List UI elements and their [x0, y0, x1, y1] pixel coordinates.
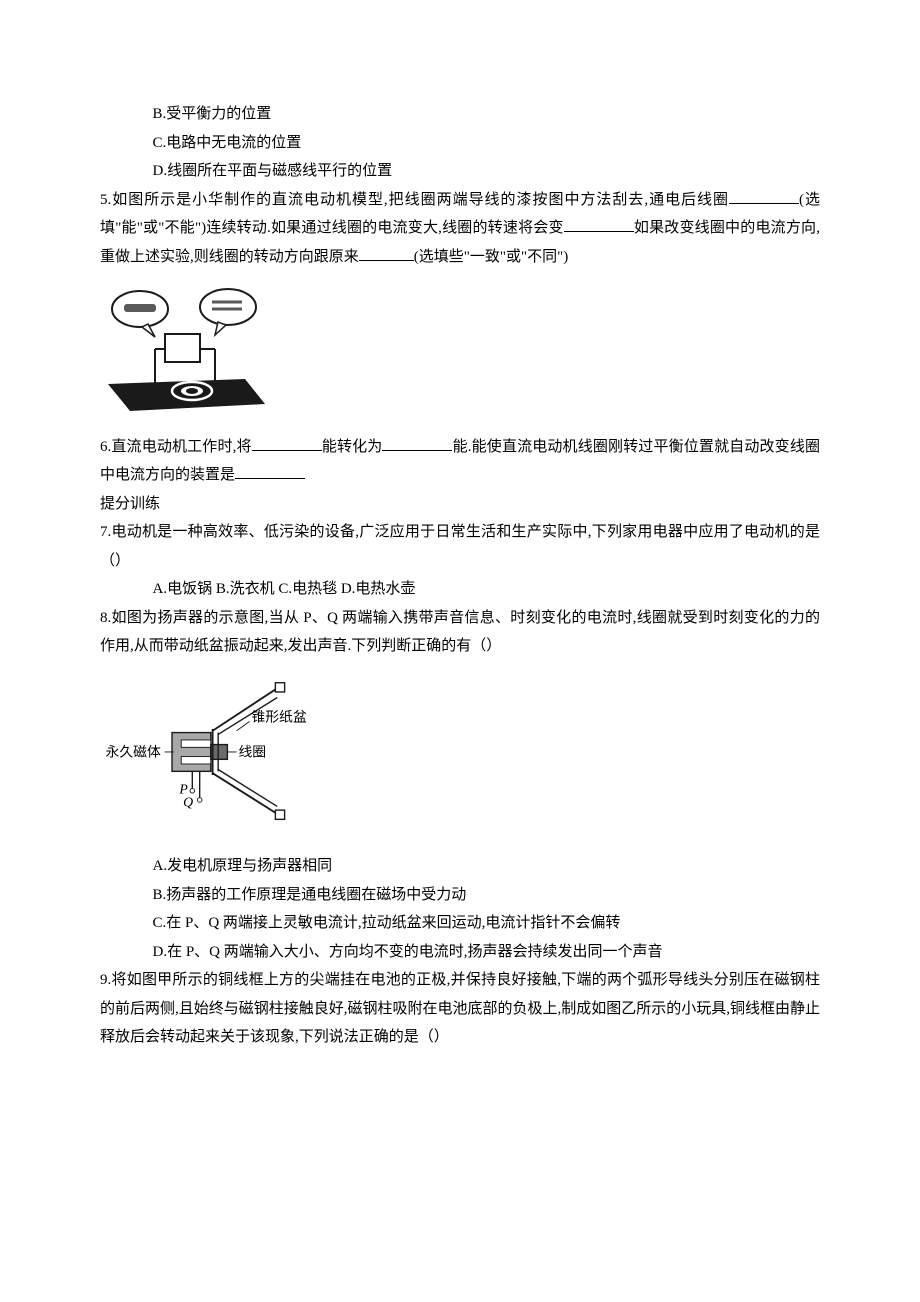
label-q: Q — [183, 794, 193, 809]
q7-options: A.电饭锅 B.洗衣机 C.电热毯 D.电热水壶 — [100, 575, 820, 604]
q5-blank-1 — [729, 189, 799, 204]
q6-blank-1 — [252, 436, 322, 451]
q8-option-b: B.扬声器的工作原理是通电线圈在磁场中受力动 — [100, 881, 820, 910]
q5-blank-2 — [564, 217, 634, 232]
q6-text-1: 6.直流电动机工作时,将 — [100, 439, 252, 455]
q6-blank-2 — [382, 436, 452, 451]
label-magnet: 永久磁体 — [106, 744, 161, 759]
q6-blank-3 — [235, 464, 305, 479]
q7-text: 7.电动机是一种高效率、低污染的设备,广泛应用于日常生活和生产实际中,下列家用电… — [100, 518, 820, 575]
q4-option-c: C.电路中无电流的位置 — [100, 129, 820, 158]
q6-text-2: 能转化为 — [322, 439, 383, 455]
q5-blank-3 — [359, 246, 414, 261]
label-coil: 线圈 — [238, 744, 266, 759]
speaker-diagram: 永久磁体 锥形纸盆 线圈 P Q — [100, 669, 340, 834]
motor-model-diagram — [100, 279, 270, 414]
q9-text: 9.将如图甲所示的铜线框上方的尖端挂在电池的正极,并保持良好接触,下端的两个弧形… — [100, 966, 820, 1052]
q5-content: 5.如图所示是小华制作的直流电动机模型,把线圈两端导线的漆按图中方法刮去,通电后… — [100, 186, 820, 272]
q5-figure — [100, 279, 820, 425]
q6-content: 6.直流电动机工作时,将能转化为能.能使直流电动机线圈刚转过平衡位置就自动改变线… — [100, 433, 820, 490]
q8-option-a: A.发电机原理与扬声器相同 — [100, 852, 820, 881]
label-cone: 锥形纸盆 — [251, 709, 306, 724]
q8-option-c: C.在 P、Q 两端接上灵敏电流计,拉动纸盆来回运动,电流计指针不会偏转 — [100, 909, 820, 938]
q4-option-b: B.受平衡力的位置 — [100, 100, 820, 129]
section-header: 提分训练 — [100, 490, 820, 519]
q5-text-1: 5.如图所示是小华制作的直流电动机模型,把线圈两端导线的漆按图中方法刮去,通电后… — [100, 192, 729, 208]
q4-option-d: D.线圈所在平面与磁感线平行的位置 — [100, 157, 820, 186]
q5-text-4: (选填些"一致"或"不同") — [414, 249, 568, 265]
q8-option-d: D.在 P、Q 两端输入大小、方向均不变的电流时,扬声器会持续发出同一个声音 — [100, 938, 820, 967]
q8-figure: 永久磁体 锥形纸盆 线圈 P Q — [100, 669, 820, 845]
q8-text: 8.如图为扬声器的示意图,当从 P、Q 两端输入携带声音信息、时刻变化的电流时,… — [100, 604, 820, 661]
